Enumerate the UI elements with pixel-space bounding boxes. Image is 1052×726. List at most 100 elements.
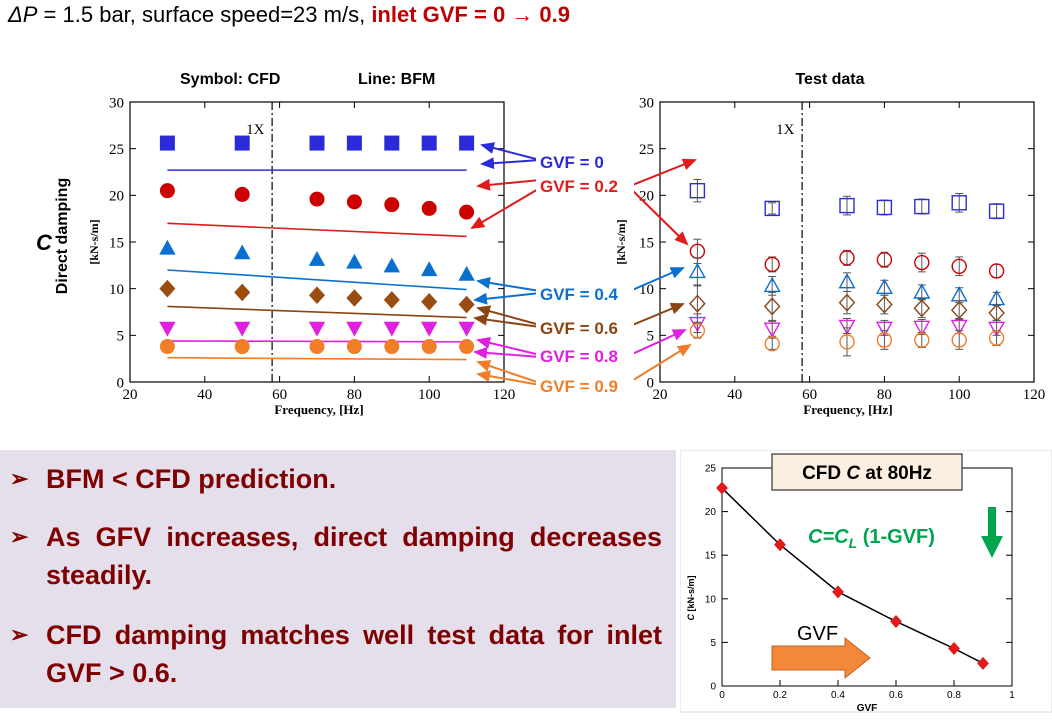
y-tick-label: 25 [705,464,717,475]
callout-arrow [629,303,685,327]
x-tick-label: 0.6 [889,690,903,701]
small-title: CFD C at 80Hz [802,463,932,484]
y-tick-label: 20 [639,189,654,205]
y-tick-label: 10 [109,282,124,298]
callout-arrow [480,157,541,170]
right-test-points [688,178,1006,357]
left-title-line: Line: BFM [358,71,435,88]
test-point [914,198,930,215]
callout-label-bg [536,151,634,173]
callout-arrow [476,370,541,386]
cfd-point [159,279,176,298]
x-tick-label: 60 [802,387,817,403]
cfd-point [234,135,250,151]
y-tick-label: 25 [109,142,124,158]
test-point [839,334,855,350]
test-point [838,272,856,289]
cfd-point [309,191,325,207]
gvf-label: GVF = 0.8 [540,347,618,366]
test-point [876,332,893,348]
left-axes: 20 40 60 80 100 120 0 5 10 15 20 25 30 [109,95,515,403]
test-point [763,276,781,293]
test-point [988,321,1006,338]
x-tick-label: 100 [948,387,971,403]
y-tick-label: 0 [117,375,125,391]
bullet-panel: ➢ BFM < CFD prediction. ➢ As GFV increas… [0,450,676,708]
callout-arrow [476,276,541,292]
callout-arrow [629,343,692,383]
cfd-point [346,289,363,307]
test-point [839,250,855,266]
callout-arrow [629,267,685,292]
x-tick-label: 80 [347,387,362,403]
cfd-point [346,135,362,151]
callout-label-bg [536,345,634,367]
callout-arrow [476,305,541,326]
left-xlabel: Frequency, [Hz] [274,402,363,417]
test-point [913,299,931,318]
x-tick-label: 0.2 [773,690,787,701]
cfd-point [458,295,475,314]
cfd-point [421,292,438,311]
y-tick-label: 10 [705,594,717,605]
cfd-point [421,321,438,337]
callout-arrow [629,158,697,187]
callout-arrow [480,142,541,161]
header-gvf-range: inlet GVF = 0 → 0.9 [371,2,570,27]
cfd-point [346,339,362,355]
left-title-symbol: Symbol: CFD [180,71,280,88]
test-point [914,332,930,348]
test-point [951,258,967,274]
y-tick-label: 30 [109,95,124,111]
small-curve [721,487,984,664]
cfd-point [383,257,400,273]
callout-arrow [629,187,689,246]
test-point [764,336,780,352]
bullet-arrow-icon: ➢ [10,622,29,647]
test-point [839,197,855,214]
test-point [763,297,781,316]
bullet-text: BFM < CFD prediction. [46,464,337,494]
cfd-point [159,339,175,355]
cfd-point [459,204,475,220]
cfd-point [421,261,438,277]
cfd-point [159,239,176,255]
test-point [764,200,780,217]
x-tick-label: 80 [877,387,892,403]
cfd-point [421,200,437,216]
test-point [876,252,893,268]
test-point [988,203,1005,219]
y-tick-label: 15 [639,235,654,251]
right-title: Test data [795,71,864,88]
y-tick-label: 5 [647,329,655,345]
small-arrow-label: GVF [797,623,838,645]
cfd-point [383,291,400,309]
bfm-line [167,356,467,361]
y-tick-label: 20 [705,507,717,518]
cfd-point [159,183,175,199]
callout-arrow [473,346,541,359]
left-ylabel-unit: [kN-s/m] [87,219,101,264]
test-point [763,322,781,338]
small-points [716,481,989,670]
down-arrow-icon [981,507,1003,558]
header-delta-p: ΔP [8,2,38,27]
left-cfd-points [159,135,475,355]
cfd-point [308,250,326,266]
y-tick-label: 25 [639,142,654,158]
small-point [832,585,844,599]
cfd-point [308,286,326,304]
small-point [948,642,960,655]
x-tick-label: 0.4 [831,690,845,701]
test-point [913,283,931,299]
callout-arrow [473,313,541,328]
charts-canvas: Symbol: CFD Line: BFM C Direct damping [… [36,71,1045,417]
slide-header: ΔP = 1.5 bar, surface speed=23 m/s, inle… [8,2,570,28]
gvf-label: GVF = 0 [540,153,604,172]
callout-arrow [476,178,541,191]
bullet-text: As GFV increases, direct damping decreas… [46,522,662,590]
cfd-point [159,321,176,337]
test-point [913,320,931,337]
cfd-point [459,135,475,151]
callout-arrow [476,336,541,356]
